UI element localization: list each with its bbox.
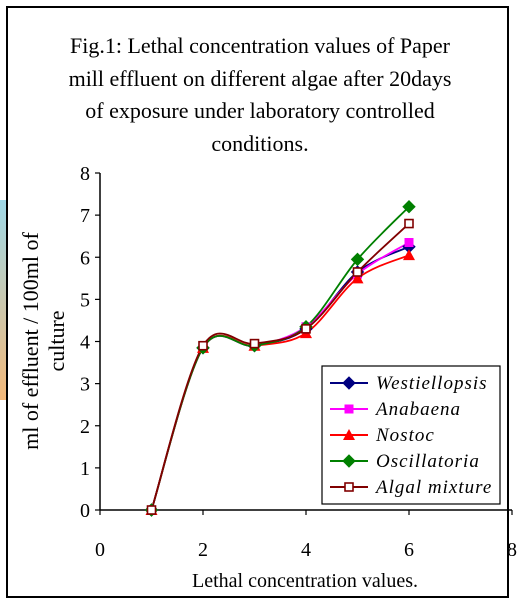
series-4-point (301, 324, 311, 334)
legend-label: Oscillatoria (376, 451, 480, 472)
legend-swatch-marker (342, 454, 356, 468)
series-4-point (352, 267, 363, 277)
series-4-point (404, 218, 414, 229)
x-tick-label: 2 (198, 539, 208, 561)
y-tick-label: 1 (80, 458, 90, 480)
y-tick-label: 6 (80, 247, 90, 269)
legend-swatch-marker (342, 376, 356, 390)
y-tick-label: 0 (80, 500, 90, 522)
legend-swatch-marker (344, 404, 354, 414)
x-tick-label: 8 (507, 539, 517, 561)
chart-title-line-4: conditions. (211, 130, 309, 156)
legend-label: Nostoc (375, 425, 435, 446)
y-tick-label: 4 (80, 332, 90, 354)
series-1-point (404, 238, 414, 248)
legend-label: Westiellopsis (376, 373, 488, 394)
series-2-point (351, 272, 364, 284)
series-3-point (350, 252, 365, 267)
x-tick-label: 4 (301, 539, 311, 561)
chart-title-line-2: mill effluent on different algae after 2… (68, 65, 452, 91)
y-tick-label: 3 (80, 374, 90, 396)
y-tick-label: 5 (80, 289, 90, 311)
series-2-point (403, 249, 415, 261)
series-4-point (198, 340, 208, 351)
left-edge-strip (0, 200, 6, 400)
legend-label: Algal mixture (374, 477, 492, 498)
x-tick-label: 6 (404, 539, 414, 561)
series-4-point (146, 505, 157, 515)
legend-swatch-marker (343, 429, 355, 440)
x-axis-label: Lethal concentration values. (191, 570, 418, 592)
chart-title: Fig.1: Lethal concentration values of Pa… (40, 30, 480, 160)
legend-label: Anabaena (374, 399, 461, 420)
chart-title-line-3: of exposure under laboratory controlled (85, 98, 435, 123)
y-tick-label: 7 (80, 205, 90, 227)
y-tick-label: 8 (80, 163, 90, 185)
y-tick-label: 2 (80, 416, 90, 438)
chart-title-line-1: Fig.1: Lethal concentration values of Pa… (70, 33, 450, 58)
x-tick-label: 0 (95, 539, 105, 561)
legend-swatch-marker (344, 482, 354, 492)
series-4-point (249, 338, 260, 349)
series-3-point (402, 199, 416, 214)
